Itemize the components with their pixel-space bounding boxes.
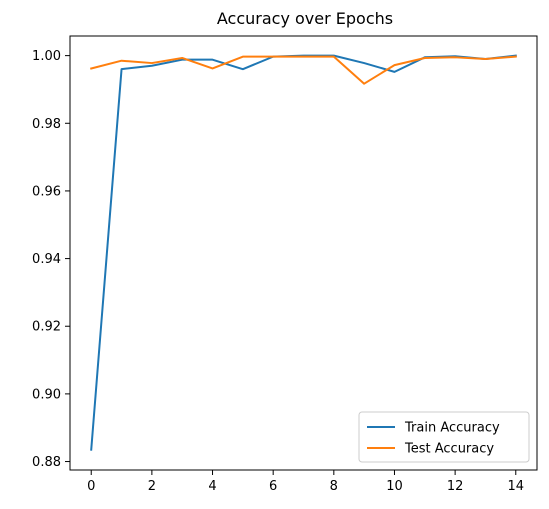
plot-area — [90, 54, 517, 451]
legend-box — [358, 411, 530, 463]
legend-label-train: Train Accuracy — [404, 421, 500, 436]
x-tick-label: 10 — [386, 479, 403, 494]
x-tick-label: 8 — [330, 479, 338, 494]
x-tick-label: 2 — [148, 479, 156, 494]
x-tick-label: 12 — [447, 479, 464, 494]
y-tick-label: 0.96 — [32, 184, 61, 199]
y-tick-label: 0.90 — [32, 387, 61, 402]
y-tick-label: 1.00 — [32, 49, 61, 64]
legend: Train Accuracy Test Accuracy — [358, 411, 530, 463]
x-tick-label: 6 — [269, 479, 277, 494]
y-tick-label: 0.92 — [32, 320, 61, 335]
y-tick-label: 0.98 — [32, 117, 61, 132]
chart-title: Accuracy over Epochs — [217, 9, 393, 28]
series-line-test — [90, 55, 517, 85]
y-tick-label: 0.88 — [32, 455, 61, 470]
x-tick-label: 0 — [87, 479, 95, 494]
x-tick-label: 14 — [507, 479, 524, 494]
plot-frame — [69, 35, 538, 471]
axis-ticks: 0 2 4 6 8 10 12 14 0.88 0.90 0.92 0.94 0.96 0.98 1.00 — [32, 49, 524, 494]
legend-label-test: Test Accuracy — [404, 442, 494, 457]
x-tick-label: 4 — [208, 479, 216, 494]
y-tick-label: 0.94 — [32, 252, 61, 267]
